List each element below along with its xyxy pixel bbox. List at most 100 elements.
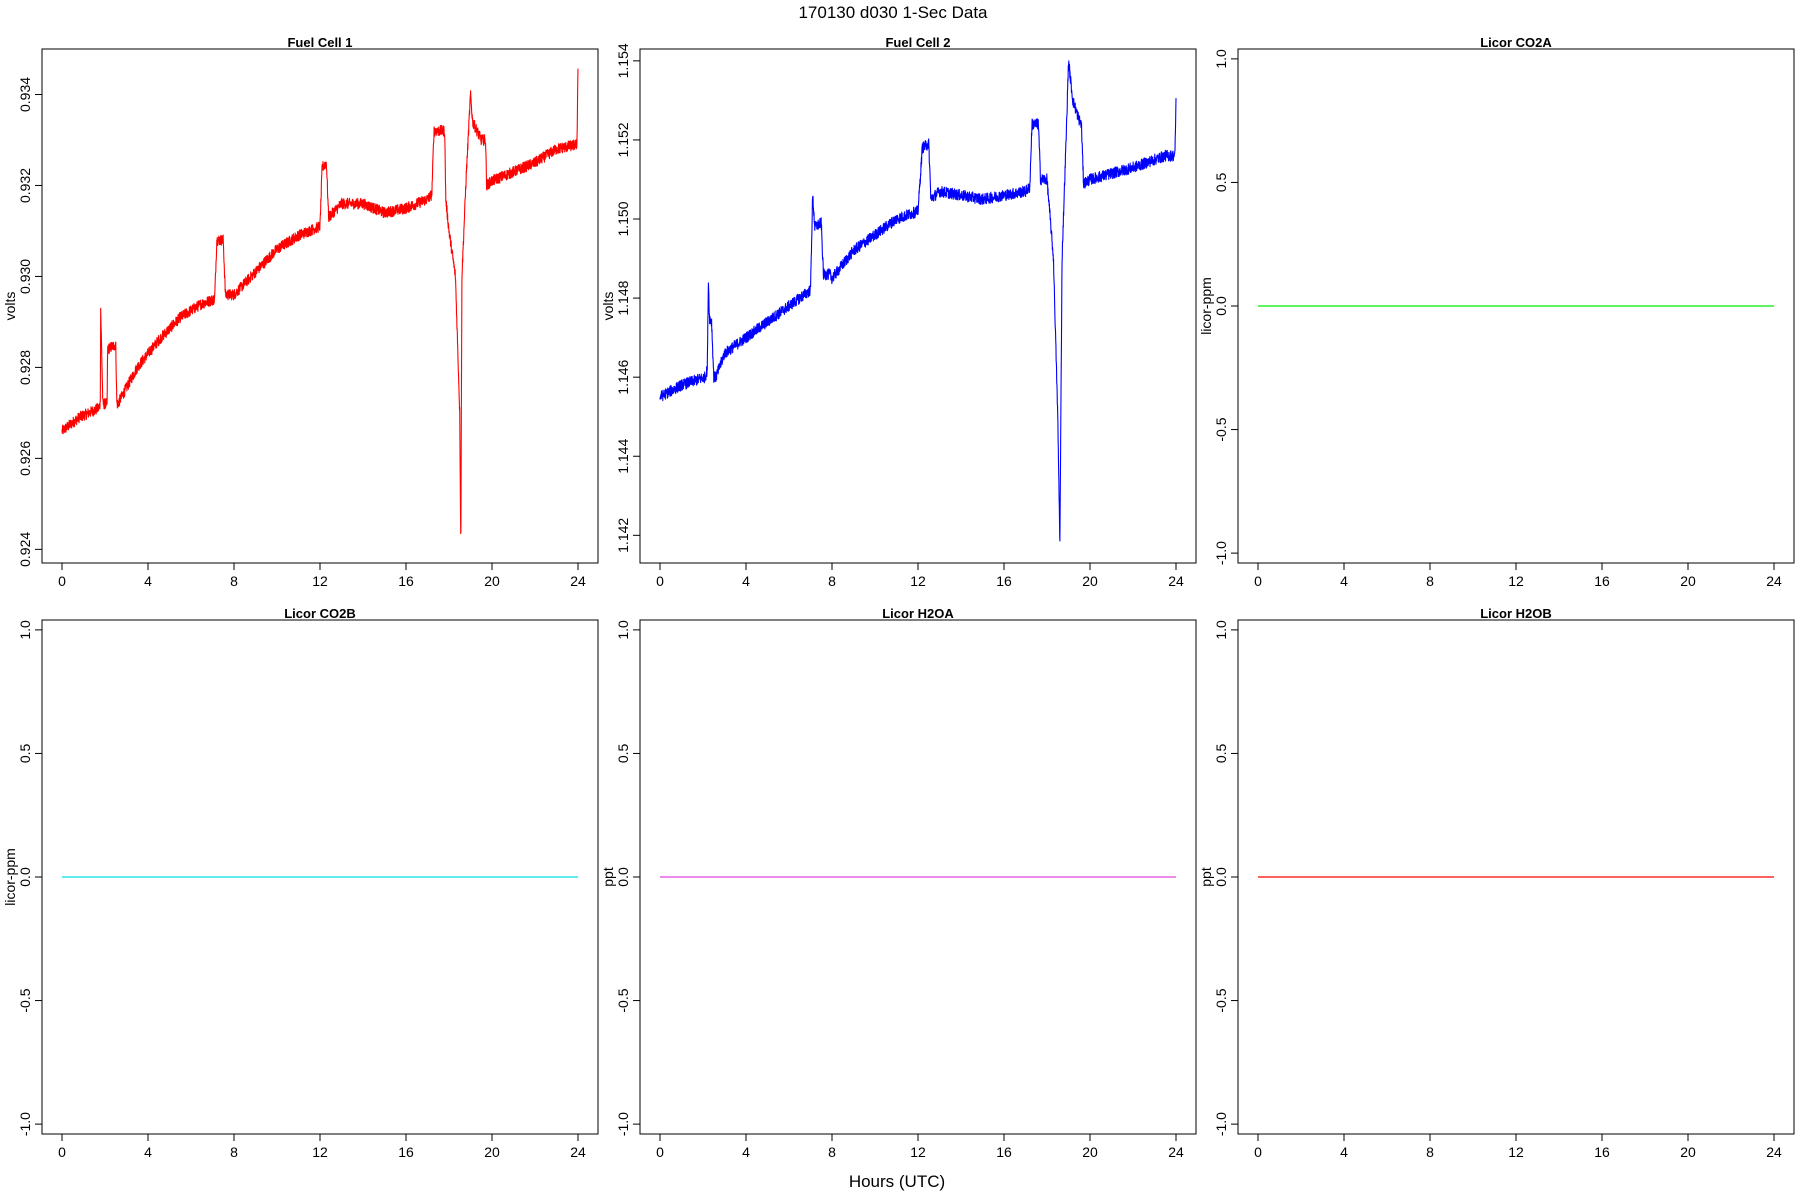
x-tick-label: 24 bbox=[570, 1144, 586, 1160]
panel-title: Fuel Cell 1 bbox=[287, 35, 352, 50]
x-tick-label: 20 bbox=[1680, 573, 1696, 589]
y-tick-label: 0.928 bbox=[17, 350, 33, 385]
series-line bbox=[61, 68, 579, 535]
panel-2: Fuel Cell 2 0 4 8 12 16 20 24 1.142 1.144 1.146 1.1… bbox=[600, 35, 1197, 589]
y-tick-label: 0.0 bbox=[615, 867, 631, 887]
x-tick-label: 16 bbox=[1594, 1144, 1610, 1160]
y-tick-label: 0.926 bbox=[17, 441, 33, 476]
y-tick-label: 0.0 bbox=[1213, 867, 1229, 887]
y-tick-label: 1.154 bbox=[615, 43, 631, 78]
x-tick-label: 0 bbox=[58, 573, 66, 589]
y-tick-label: 0.932 bbox=[17, 168, 33, 203]
y-tick-label: 1.148 bbox=[615, 280, 631, 315]
panel-3: Licor CO2A 0 4 8 12 16 20 24 -1.0 -0.5 0.0 0.5 1.0 li… bbox=[1198, 35, 1795, 589]
y-axis-label: volts bbox=[2, 292, 18, 321]
y-tick-label: 0.934 bbox=[17, 77, 33, 112]
y-tick-label: 1.142 bbox=[615, 518, 631, 553]
x-tick-label: 8 bbox=[230, 1144, 238, 1160]
y-tick-label: 0.0 bbox=[1213, 296, 1229, 316]
figure-title: 170130 d030 1-Sec Data bbox=[798, 3, 988, 22]
y-tick-label: 1.150 bbox=[615, 201, 631, 236]
x-tick-label: 8 bbox=[828, 573, 836, 589]
panel-6: Licor H2OB 0 4 8 12 16 20 24 -1.0 -0.5 0.0 0.5 1.0 pp… bbox=[1198, 606, 1795, 1160]
x-tick-label: 4 bbox=[742, 573, 750, 589]
x-tick-label: 16 bbox=[996, 573, 1012, 589]
y-tick-label: 1.0 bbox=[1213, 49, 1229, 69]
y-axis-label: ppt bbox=[1198, 867, 1214, 887]
y-tick-label: 0.5 bbox=[1213, 744, 1229, 764]
x-tick-label: 12 bbox=[312, 1144, 328, 1160]
x-tick-label: 12 bbox=[910, 573, 926, 589]
x-tick-label: 8 bbox=[828, 1144, 836, 1160]
y-tick-label: 1.0 bbox=[1213, 620, 1229, 640]
panel-title: Fuel Cell 2 bbox=[885, 35, 950, 50]
y-tick-label: -1.0 bbox=[17, 1112, 33, 1136]
x-tick-label: 12 bbox=[312, 573, 328, 589]
x-tick-label: 16 bbox=[996, 1144, 1012, 1160]
x-tick-label: 24 bbox=[570, 573, 586, 589]
y-tick-label: 1.0 bbox=[17, 620, 33, 640]
y-tick-label: 1.144 bbox=[615, 439, 631, 474]
x-tick-label: 4 bbox=[144, 1144, 152, 1160]
x-tick-label: 20 bbox=[484, 573, 500, 589]
y-tick-label: 0.5 bbox=[1213, 173, 1229, 193]
x-tick-label: 16 bbox=[1594, 573, 1610, 589]
y-tick-label: 0.924 bbox=[17, 532, 33, 567]
y-tick-label: 0.0 bbox=[17, 867, 33, 887]
y-axis-label: licor-ppm bbox=[2, 848, 18, 906]
x-tick-label: 4 bbox=[742, 1144, 750, 1160]
y-tick-label: 0.5 bbox=[615, 744, 631, 764]
x-tick-label: 8 bbox=[1426, 1144, 1434, 1160]
x-tick-label: 24 bbox=[1168, 1144, 1184, 1160]
panel-4: Licor CO2B 0 4 8 12 16 20 24 -1.0 -0.5 0.0 0.5 1.0 li… bbox=[2, 606, 599, 1160]
panel-1: Fuel Cell 1 0 4 8 12 16 20 24 0.924 0.926 0.928 0.9… bbox=[2, 35, 599, 589]
x-tick-label: 0 bbox=[1254, 1144, 1262, 1160]
y-tick-label: -0.5 bbox=[1213, 988, 1229, 1012]
x-tick-label: 8 bbox=[1426, 573, 1434, 589]
y-tick-label: 1.152 bbox=[615, 122, 631, 157]
plot-frame bbox=[639, 48, 1197, 564]
series-line bbox=[659, 60, 1177, 542]
x-tick-label: 4 bbox=[1340, 573, 1348, 589]
x-tick-label: 0 bbox=[656, 573, 664, 589]
panel-title: Licor H2OA bbox=[882, 606, 954, 621]
x-tick-label: 12 bbox=[910, 1144, 926, 1160]
x-tick-label: 24 bbox=[1168, 573, 1184, 589]
y-tick-label: -1.0 bbox=[1213, 541, 1229, 565]
x-tick-label: 16 bbox=[398, 573, 414, 589]
y-tick-label: -1.0 bbox=[1213, 1112, 1229, 1136]
y-tick-label: 1.0 bbox=[615, 620, 631, 640]
panels: Fuel Cell 1 0 4 8 12 16 20 24 0.924 0.926 0.928 0.9… bbox=[2, 35, 1795, 1160]
plot-frame bbox=[41, 48, 599, 564]
x-tick-label: 24 bbox=[1766, 573, 1782, 589]
x-tick-label: 0 bbox=[1254, 573, 1262, 589]
x-tick-label: 12 bbox=[1508, 573, 1524, 589]
x-axis-title: Hours (UTC) bbox=[849, 1172, 945, 1191]
x-tick-label: 4 bbox=[144, 573, 152, 589]
y-tick-label: -0.5 bbox=[1213, 417, 1229, 441]
x-tick-label: 4 bbox=[1340, 1144, 1348, 1160]
y-tick-label: -0.5 bbox=[17, 988, 33, 1012]
panel-title: Licor H2OB bbox=[1480, 606, 1552, 621]
y-tick-label: 0.5 bbox=[17, 744, 33, 764]
x-tick-label: 8 bbox=[230, 573, 238, 589]
panel-5: Licor H2OA 0 4 8 12 16 20 24 -1.0 -0.5 0.0 0.5 1.0 pp… bbox=[600, 606, 1197, 1160]
y-tick-label: -1.0 bbox=[615, 1112, 631, 1136]
x-tick-label: 0 bbox=[58, 1144, 66, 1160]
y-tick-label: -0.5 bbox=[615, 988, 631, 1012]
y-axis-label: ppt bbox=[600, 867, 616, 887]
x-tick-label: 12 bbox=[1508, 1144, 1524, 1160]
y-tick-label: 1.146 bbox=[615, 359, 631, 394]
x-tick-label: 20 bbox=[484, 1144, 500, 1160]
x-tick-label: 24 bbox=[1766, 1144, 1782, 1160]
panel-title: Licor CO2A bbox=[1480, 35, 1552, 50]
x-tick-label: 20 bbox=[1082, 1144, 1098, 1160]
x-tick-label: 16 bbox=[398, 1144, 414, 1160]
x-tick-label: 20 bbox=[1680, 1144, 1696, 1160]
x-tick-label: 0 bbox=[656, 1144, 664, 1160]
y-axis-label: volts bbox=[600, 292, 616, 321]
y-axis-label: licor-ppm bbox=[1198, 277, 1214, 335]
panel-title: Licor CO2B bbox=[284, 606, 356, 621]
y-tick-label: 0.930 bbox=[17, 259, 33, 294]
